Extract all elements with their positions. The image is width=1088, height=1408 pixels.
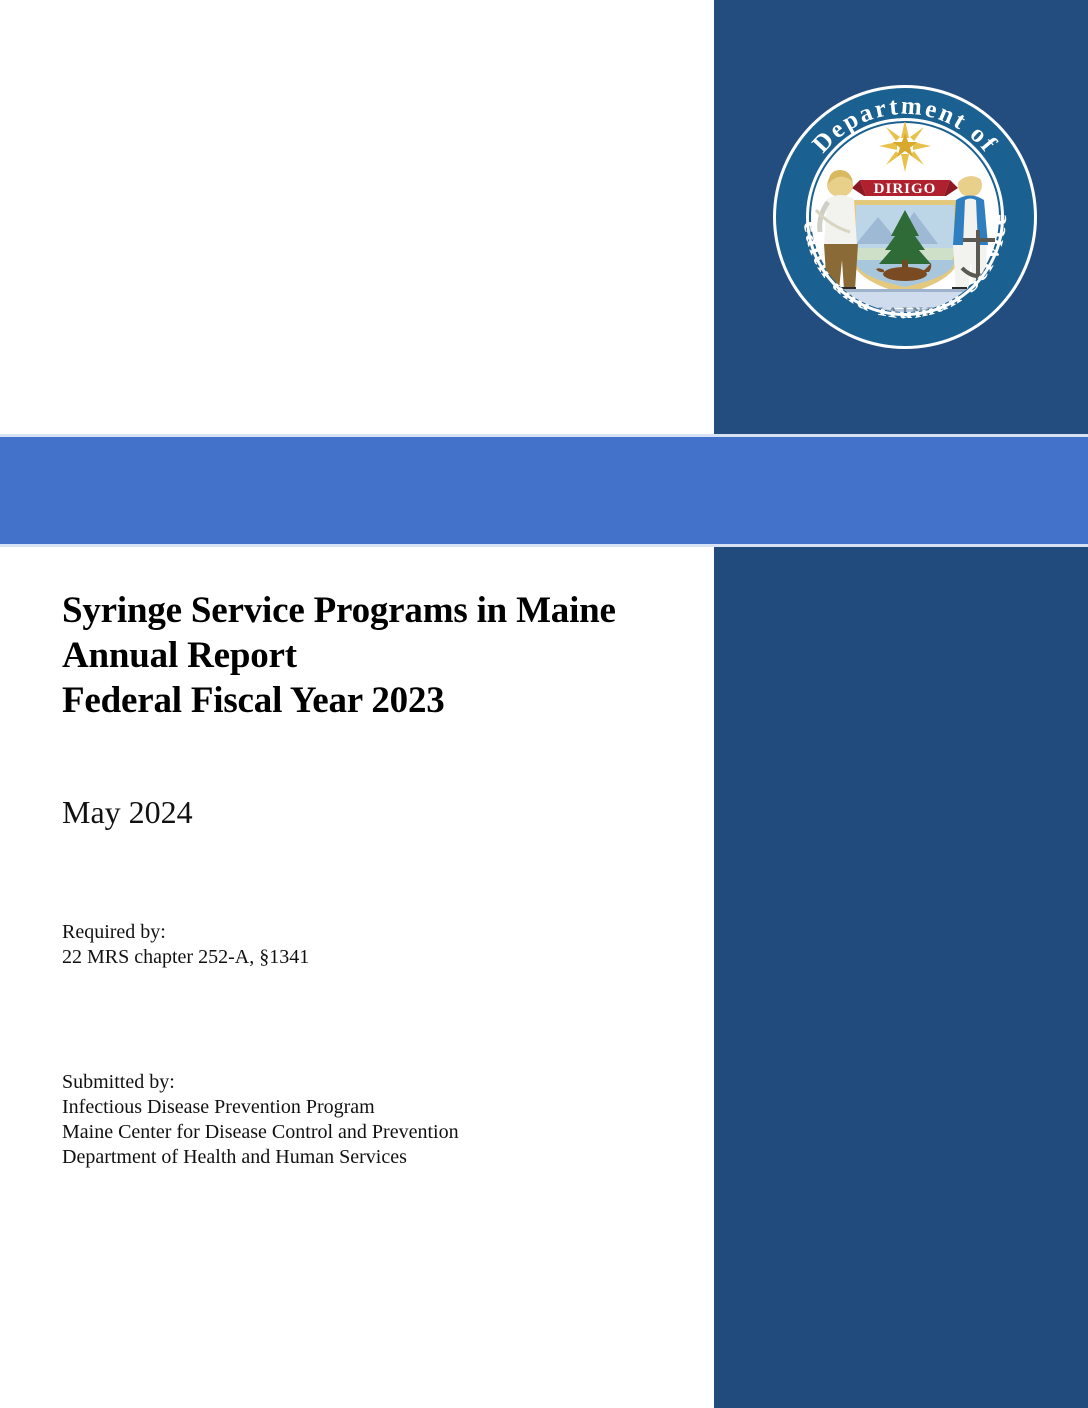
required-by-citation: 22 MRS chapter 252-A, §1341 — [62, 946, 310, 968]
page-title: Syringe Service Programs in Maine Annual… — [62, 588, 692, 723]
publication-date: May 2024 — [62, 794, 193, 830]
svg-text:DIRIGO: DIRIGO — [874, 181, 937, 197]
seal-moose — [876, 263, 932, 281]
submitted-by-line-2: Maine Center for Disease Control and Pre… — [62, 1121, 459, 1143]
right-panel-bottom — [714, 545, 1088, 1408]
seal-star — [879, 122, 931, 172]
seal-shield — [850, 200, 960, 294]
required-by-block: Required by: 22 MRS chapter 252-A, §1341 — [62, 920, 309, 970]
required-by-label: Required by: — [62, 921, 166, 943]
submitted-by-line-1: Infectious Disease Prevention Program — [62, 1096, 375, 1118]
submitted-by-block: Submitted by: Infectious Disease Prevent… — [62, 1070, 459, 1170]
maine-dhhs-seal: Department of Health and Human Services — [772, 84, 1038, 350]
title-line-3: Federal Fiscal Year 2023 — [62, 680, 445, 721]
cover-content: Syringe Service Programs in Maine Annual… — [62, 588, 692, 1168]
title-line-1: Syringe Service Programs in Maine — [62, 590, 616, 631]
submitted-by-line-3: Department of Health and Human Services — [62, 1146, 407, 1168]
submitted-by-label: Submitted by: — [62, 1071, 175, 1093]
title-line-2: Annual Report — [62, 635, 297, 676]
svg-text:MAINE: MAINE — [869, 305, 941, 321]
seal-dirigo-banner: DIRIGO — [852, 180, 958, 197]
accent-band — [0, 434, 1088, 547]
